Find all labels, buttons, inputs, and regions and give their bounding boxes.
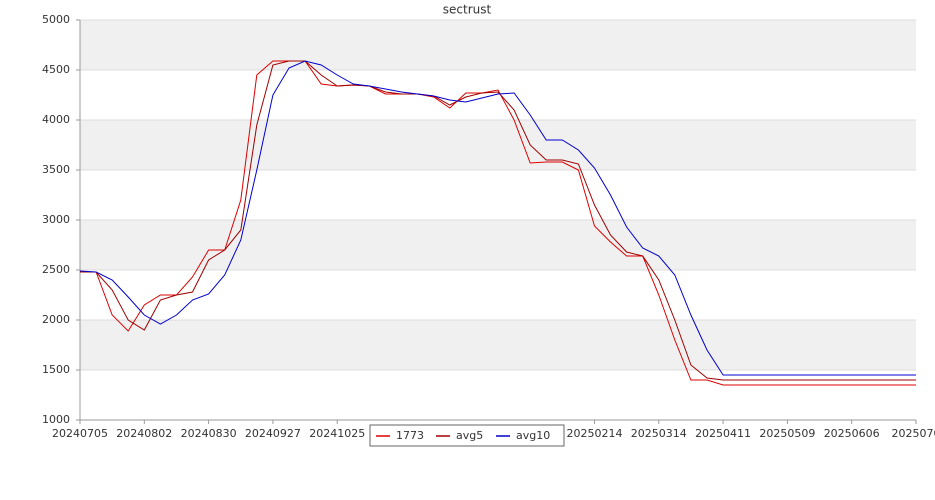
legend-label: avg10: [516, 429, 550, 442]
legend-label: avg5: [456, 429, 483, 442]
x-tick-label: 20241025: [309, 427, 365, 440]
grid-band: [80, 170, 916, 220]
legend-box: [369, 424, 565, 447]
x-tick-label: 20250314: [631, 427, 687, 440]
grid-band: [80, 370, 916, 420]
line-series: [80, 60, 916, 386]
x-tick-label: 20240927: [245, 427, 301, 440]
grid-band: [80, 120, 916, 170]
x-tick-label: 20240802: [116, 427, 172, 440]
y-tick-label: 2500: [42, 263, 70, 276]
line-series: [80, 60, 916, 381]
line-series: [79, 60, 916, 376]
grid-band: [80, 20, 916, 70]
y-tick-label: 3500: [42, 163, 70, 176]
y-tick-label: 2000: [42, 313, 70, 326]
grid-band: [80, 70, 916, 120]
y-tick-label: 4500: [42, 63, 70, 76]
y-tick-label: 1000: [42, 413, 70, 426]
x-tick-label: 20250606: [824, 427, 880, 440]
grid-band: [80, 270, 916, 320]
y-tick-label: 1500: [42, 363, 70, 376]
y-tick-label: 4000: [42, 113, 70, 126]
grid-band: [80, 220, 916, 270]
x-tick-label: 20240705: [52, 427, 108, 440]
chart-title: sectrust: [443, 3, 492, 17]
x-tick-label: 20250214: [566, 427, 622, 440]
x-tick-label: 20250411: [695, 427, 751, 440]
x-tick-label: 2025070: [892, 427, 935, 440]
grid-band: [80, 320, 916, 370]
x-tick-label: 20250509: [759, 427, 815, 440]
legend-label: 1773: [396, 429, 424, 442]
x-tick-label: 20240830: [181, 427, 237, 440]
y-tick-label: 3000: [42, 213, 70, 226]
y-tick-label: 5000: [42, 13, 70, 26]
